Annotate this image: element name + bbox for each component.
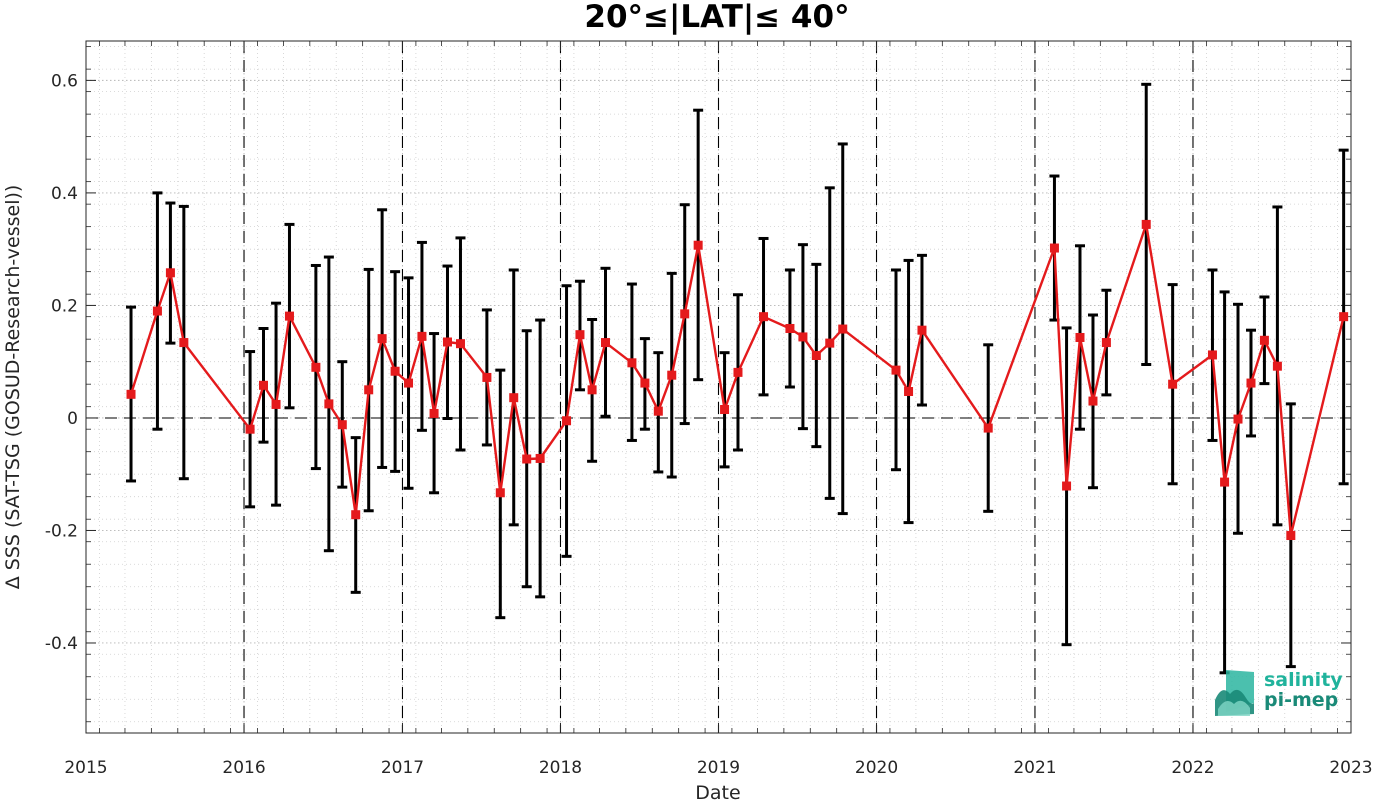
data-point-marker bbox=[1233, 414, 1243, 424]
data-point-marker bbox=[653, 406, 663, 416]
series-line bbox=[129, 223, 1345, 537]
data-point-marker bbox=[680, 309, 690, 319]
series-line-group bbox=[129, 223, 1345, 537]
x-axis-label: Date bbox=[695, 782, 740, 801]
data-point-marker bbox=[165, 268, 175, 278]
data-point-marker bbox=[1141, 219, 1151, 229]
data-point-marker bbox=[1062, 481, 1072, 491]
x-tick-label: 2019 bbox=[697, 758, 740, 778]
data-point-marker bbox=[575, 330, 585, 340]
data-point-marker bbox=[1168, 379, 1178, 389]
data-point-marker bbox=[798, 332, 808, 342]
x-tick-labels: 2015 2016 2017 2018 2019 2020 2021 2022 2023 bbox=[64, 758, 1372, 778]
data-point-marker bbox=[785, 323, 795, 333]
data-point-marker bbox=[152, 306, 162, 316]
data-point-marker bbox=[1246, 378, 1256, 388]
data-point-marker bbox=[562, 416, 572, 426]
x-tick-label: 2018 bbox=[539, 758, 582, 778]
data-point-marker bbox=[1272, 361, 1282, 371]
logo-text-pi-mep: pi-mep bbox=[1264, 689, 1338, 711]
data-point-marker bbox=[417, 331, 427, 341]
data-point-marker bbox=[258, 380, 268, 390]
data-point-marker bbox=[1207, 350, 1217, 360]
error-bars bbox=[126, 82, 1349, 675]
logo-text-salinity: salinity bbox=[1264, 669, 1343, 691]
data-point-marker bbox=[983, 423, 993, 433]
y-axis-label: Δ SSS (SAT-TSG (GOSUD-Research-vessel)) bbox=[2, 185, 24, 590]
data-point-marker bbox=[1259, 335, 1269, 345]
data-point-marker bbox=[126, 389, 136, 399]
data-point-marker bbox=[693, 240, 703, 250]
data-point-marker bbox=[640, 378, 650, 388]
y-tick-label: 0.4 bbox=[51, 184, 78, 204]
data-point-marker bbox=[891, 365, 901, 375]
data-point-marker bbox=[667, 370, 677, 380]
data-point-marker bbox=[429, 408, 439, 418]
reference-lines bbox=[86, 41, 1351, 733]
y-tick-labels: -0.4 -0.2 0 0.2 0.4 0.6 bbox=[45, 71, 78, 654]
data-point-marker bbox=[351, 510, 361, 520]
data-point-marker bbox=[311, 362, 321, 372]
data-point-marker bbox=[1101, 338, 1111, 348]
x-tick-label: 2015 bbox=[64, 758, 107, 778]
data-point-marker bbox=[377, 334, 387, 344]
data-point-marker bbox=[535, 453, 545, 463]
data-point-marker bbox=[601, 338, 611, 348]
y-tick-label: 0.6 bbox=[51, 71, 78, 91]
data-point-marker bbox=[509, 393, 519, 403]
data-point-marker bbox=[720, 405, 730, 415]
x-tick-label: 2021 bbox=[1013, 758, 1056, 778]
wave-graphic-icon bbox=[1215, 670, 1254, 716]
data-point-marker bbox=[587, 385, 597, 395]
data-point-marker bbox=[1075, 332, 1085, 342]
data-point-marker bbox=[390, 366, 400, 376]
data-point-marker bbox=[482, 372, 492, 382]
data-point-marker bbox=[811, 350, 821, 360]
data-point-marker bbox=[324, 399, 334, 409]
data-points bbox=[126, 219, 1349, 541]
data-point-marker bbox=[1286, 531, 1296, 541]
data-point-marker bbox=[917, 325, 927, 335]
data-point-marker bbox=[522, 454, 532, 464]
y-tick-label: -0.4 bbox=[45, 634, 78, 654]
data-point-marker bbox=[495, 488, 505, 498]
data-point-marker bbox=[455, 339, 465, 349]
data-point-marker bbox=[271, 399, 281, 409]
data-point-marker bbox=[404, 378, 414, 388]
data-point-marker bbox=[1339, 312, 1349, 322]
x-tick-label: 2016 bbox=[222, 758, 265, 778]
data-point-marker bbox=[838, 324, 848, 334]
axis-ticks bbox=[85, 41, 1352, 733]
salinity-pi-mep-logo: salinity pi-mep bbox=[1215, 669, 1343, 716]
data-point-marker bbox=[364, 385, 374, 395]
data-point-marker bbox=[759, 312, 769, 322]
data-point-marker bbox=[627, 358, 637, 368]
data-point-marker bbox=[442, 337, 452, 347]
y-tick-label: -0.2 bbox=[45, 521, 78, 541]
data-point-marker bbox=[1088, 396, 1098, 406]
y-tick-label: 0 bbox=[67, 409, 78, 429]
x-tick-label: 2017 bbox=[381, 758, 424, 778]
data-point-marker bbox=[284, 311, 294, 321]
data-point-marker bbox=[904, 387, 914, 397]
data-point-marker bbox=[1049, 243, 1059, 253]
data-point-marker bbox=[245, 424, 255, 434]
data-point-marker bbox=[337, 420, 347, 430]
data-point-marker bbox=[179, 338, 189, 348]
x-tick-label: 2023 bbox=[1329, 758, 1372, 778]
y-tick-label: 0.2 bbox=[51, 296, 78, 316]
x-tick-label: 2020 bbox=[855, 758, 898, 778]
x-tick-label: 2022 bbox=[1171, 758, 1214, 778]
chart-title: 20°≤|LAT|≤ 40° bbox=[584, 0, 849, 35]
data-point-marker bbox=[1220, 477, 1230, 487]
data-point-marker bbox=[825, 338, 835, 348]
data-point-marker bbox=[733, 367, 743, 377]
